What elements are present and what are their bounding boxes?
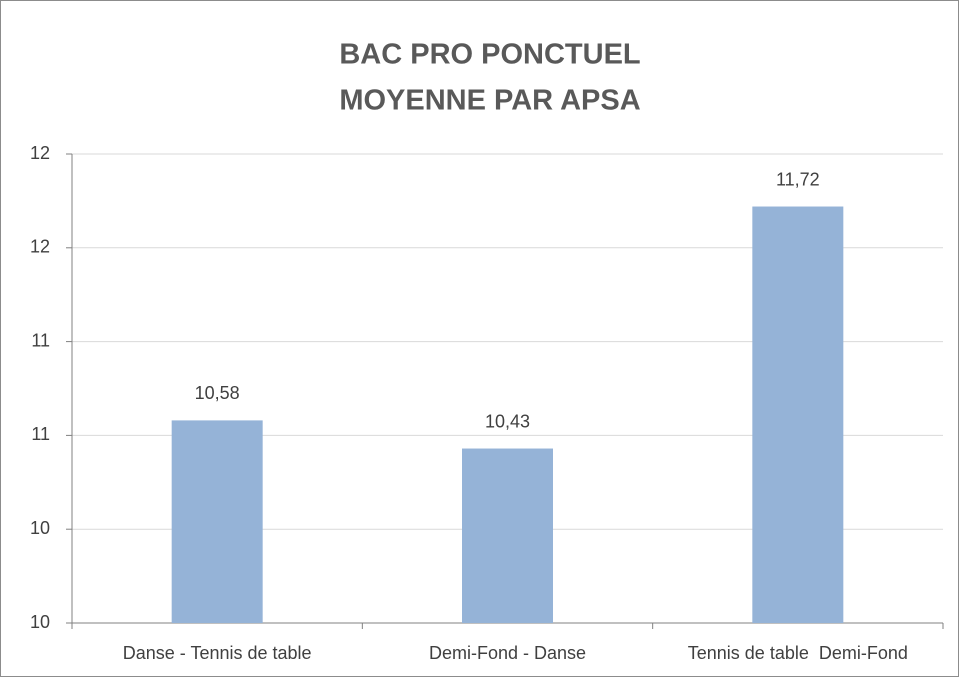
y-tick-label: 11 (31, 330, 50, 350)
chart-subtitle: MOYENNE PAR APSA (339, 85, 640, 117)
value-label: 11,72 (776, 169, 820, 189)
x-tick-label: Demi-Fond - Danse (429, 643, 586, 663)
bar (171, 420, 263, 623)
bar (462, 448, 553, 623)
y-tick-label: 10 (30, 612, 50, 632)
y-tick-label: 10 (30, 518, 50, 538)
bar (752, 206, 844, 623)
y-tick-label: 12 (30, 143, 50, 163)
chart-title: BAC PRO PONCTUEL (339, 39, 640, 71)
y-tick-label: 11 (31, 424, 50, 444)
y-tick-label: 12 (30, 237, 50, 257)
x-tick-label: Tennis de table Demi-Fond (688, 643, 908, 663)
value-label: 10,58 (195, 383, 240, 403)
x-tick-label: Danse - Tennis de table (123, 643, 312, 663)
value-label: 10,43 (485, 411, 530, 431)
